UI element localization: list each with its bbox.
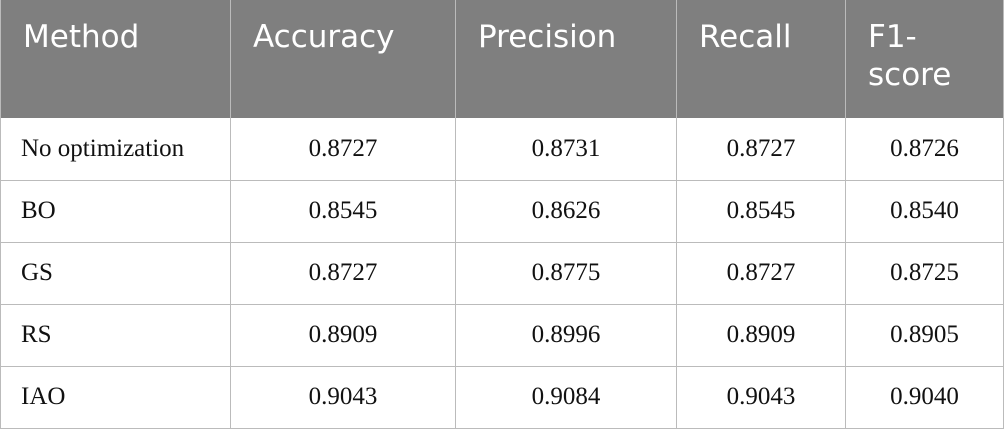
table-row: RS 0.8909 0.8996 0.8909 0.8905 <box>0 304 1004 367</box>
header-cell: F1-score <box>845 0 1004 118</box>
header-cell: Recall <box>676 0 846 118</box>
table-row: No optimization 0.8727 0.8731 0.8727 0.8726 <box>0 118 1004 181</box>
value-cell: 0.8909 <box>230 304 456 367</box>
method-cell: IAO <box>0 366 231 429</box>
value-cell: 0.8996 <box>455 304 677 367</box>
value-cell: 0.8727 <box>676 242 846 305</box>
method-cell: GS <box>0 242 231 305</box>
method-cell: BO <box>0 180 231 243</box>
value-cell: 0.8545 <box>230 180 456 243</box>
method-cell: No optimization <box>0 118 231 181</box>
header-cell: Method <box>0 0 231 118</box>
value-cell: 0.8727 <box>230 118 456 181</box>
value-cell: 0.8626 <box>455 180 677 243</box>
table-row: GS 0.8727 0.8775 0.8727 0.8725 <box>0 242 1004 305</box>
value-cell: 0.8727 <box>230 242 456 305</box>
value-cell: 0.8775 <box>455 242 677 305</box>
value-cell: 0.9043 <box>676 366 846 429</box>
table-body: No optimization 0.8727 0.8731 0.8727 0.8726 B… <box>0 118 1004 429</box>
value-cell: 0.8545 <box>676 180 846 243</box>
table-row: BO 0.8545 0.8626 0.8545 0.8540 <box>0 180 1004 243</box>
header-cell: Precision <box>455 0 677 118</box>
value-cell: 0.8725 <box>845 242 1004 305</box>
value-cell: 0.8727 <box>676 118 846 181</box>
value-cell: 0.8905 <box>845 304 1004 367</box>
value-cell: 0.9040 <box>845 366 1004 429</box>
value-cell: 0.8731 <box>455 118 677 181</box>
results-table: Method Accuracy Precision Recall F1-score No… <box>0 0 1004 429</box>
header-row: Method Accuracy Precision Recall F1-score <box>0 0 1004 118</box>
value-cell: 0.8726 <box>845 118 1004 181</box>
value-cell: 0.9084 <box>455 366 677 429</box>
table-row: IAO 0.9043 0.9084 0.9043 0.9040 <box>0 366 1004 429</box>
value-cell: 0.9043 <box>230 366 456 429</box>
header-cell: Accuracy <box>230 0 456 118</box>
method-cell: RS <box>0 304 231 367</box>
value-cell: 0.8540 <box>845 180 1004 243</box>
value-cell: 0.8909 <box>676 304 846 367</box>
